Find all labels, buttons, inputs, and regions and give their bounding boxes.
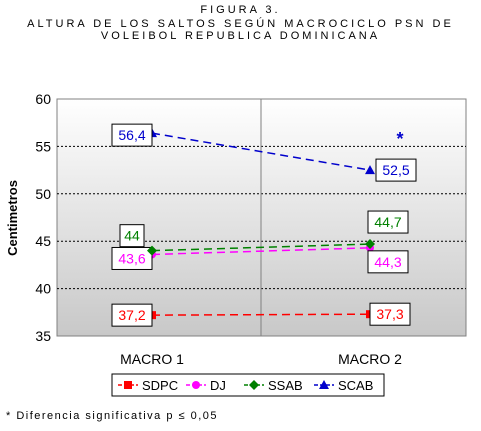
significance-footnote: * Diferencia significativa p ≤ 0,05: [6, 410, 219, 422]
y-tick-label: 35: [35, 328, 51, 344]
series-line-scab: [151, 132, 371, 171]
data-label-box: [375, 158, 417, 182]
series-line-sdpc: [151, 313, 371, 316]
data-label-box: [111, 246, 153, 270]
data-label: 52,5: [382, 162, 409, 178]
y-tick-label: 60: [35, 91, 51, 107]
legend-marker-ssab: [249, 380, 259, 390]
y-tick-label: 40: [35, 281, 51, 297]
data-label: 44,7: [374, 214, 401, 230]
data-point-ssab: [365, 239, 375, 250]
data-point-ssab: [147, 245, 157, 256]
series-line-ssab: [151, 243, 371, 252]
legend-label-sdpc: SDPC: [142, 378, 178, 393]
y-tick-label: 45: [35, 233, 51, 249]
x-tick-label: MACRO 2: [338, 351, 402, 367]
legend-label-dj: DJ: [210, 378, 226, 393]
legend-label-ssab: SSAB: [268, 378, 303, 393]
y-tick-label: 55: [35, 138, 51, 154]
legend-marker-sdpc: [124, 381, 132, 389]
y-axis-label: Centimetros: [5, 180, 20, 256]
data-label: 43,6: [118, 250, 145, 266]
data-label: 37,2: [118, 307, 145, 323]
data-label-box: [369, 302, 411, 326]
data-label: 37,3: [376, 306, 403, 322]
significance-asterisk: *: [396, 129, 403, 149]
data-label-box: [119, 224, 145, 248]
chart-title: ALTURA DE LOS SALTOS SEGÚN MACROCICLO PS…: [27, 18, 454, 42]
series-line-dj: [151, 247, 371, 256]
legend-marker-dj: [192, 381, 200, 389]
data-label-box: [111, 303, 153, 327]
x-tick-label: MACRO 1: [120, 351, 184, 367]
figure-label: FIGURA 3.: [200, 4, 281, 16]
legend-label-scab: SCAB: [338, 378, 373, 393]
y-tick-label: 50: [35, 186, 51, 202]
data-label-box: [367, 250, 409, 274]
legend-marker-scab: [319, 380, 329, 389]
data-label: 44,3: [374, 254, 401, 270]
data-label: 56,4: [118, 127, 145, 143]
data-label-box: [367, 210, 409, 234]
data-label-box: [111, 123, 153, 147]
data-point-scab: [365, 165, 375, 175]
data-label: 44: [124, 228, 140, 244]
